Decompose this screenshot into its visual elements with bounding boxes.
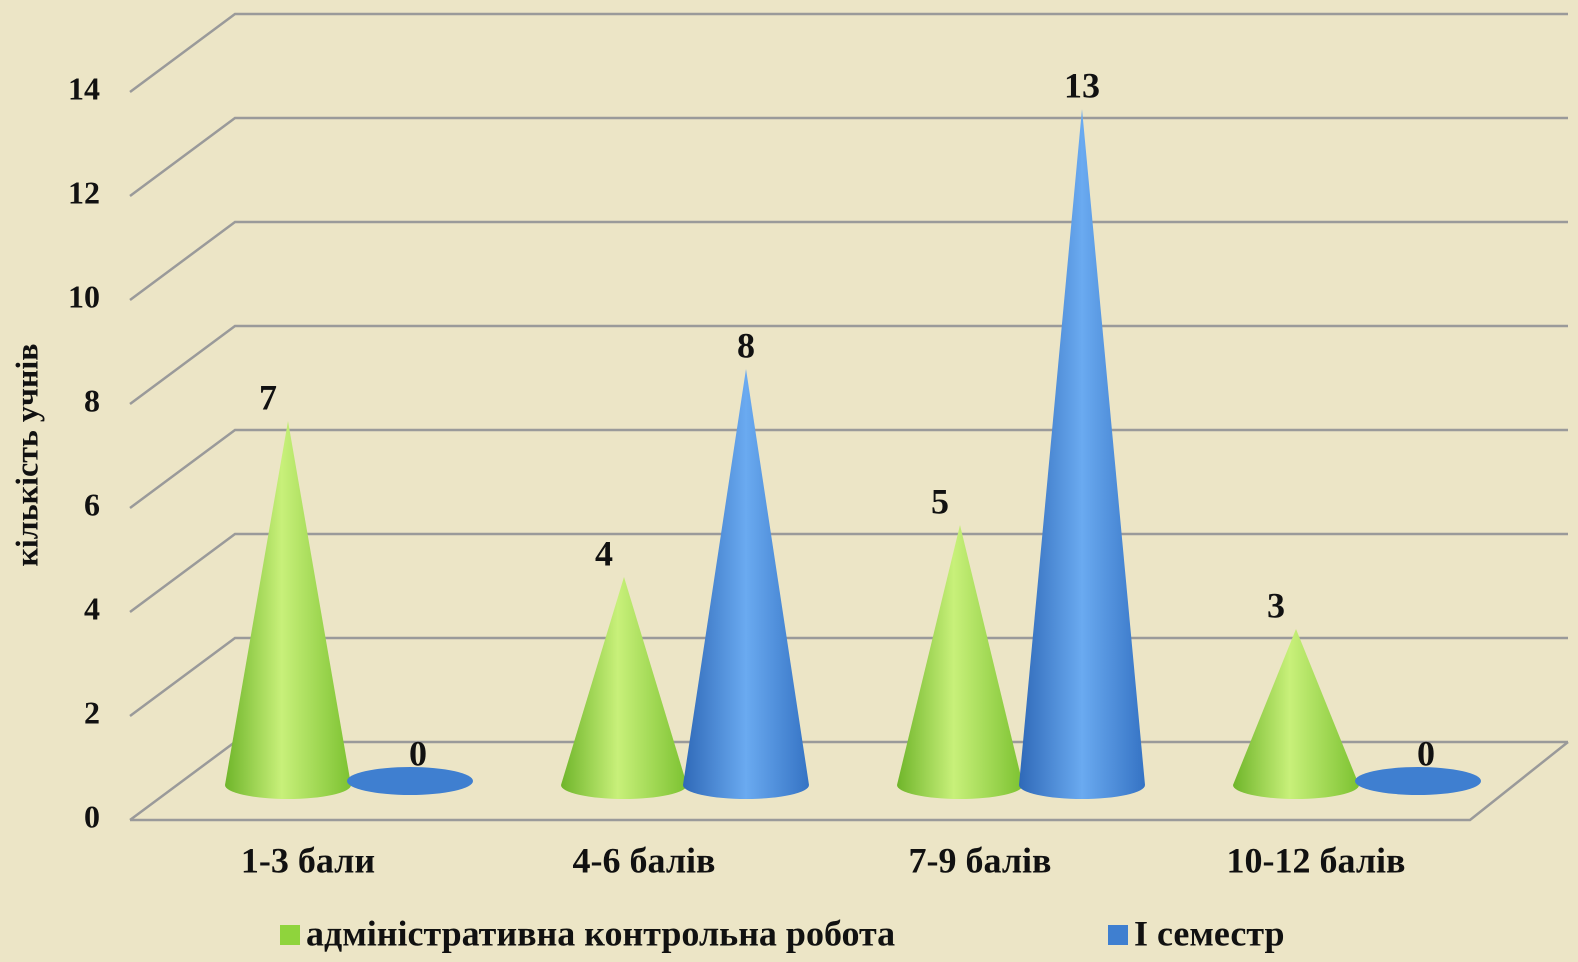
value-label: 13	[1064, 65, 1100, 105]
value-label: 3	[1267, 585, 1285, 625]
cone	[897, 525, 1023, 799]
legend-label: І семестр	[1134, 913, 1284, 953]
grid-line	[129, 428, 1568, 510]
cone	[561, 577, 687, 799]
grid-line	[129, 532, 1568, 614]
y-axis-label: кількість учнів	[8, 343, 44, 566]
y-tick-label: 14	[68, 70, 100, 106]
value-label: 4	[595, 533, 613, 573]
cone	[225, 421, 351, 799]
cone	[1355, 767, 1481, 795]
value-label: 8	[737, 325, 755, 365]
x-tick-label: 10-12 балів	[1227, 840, 1406, 880]
x-tick-label: 1-3 бали	[241, 840, 375, 880]
x-tick-label: 7-9 балів	[909, 840, 1052, 880]
grid-line	[129, 324, 1568, 406]
y-tick-label: 10	[68, 278, 100, 314]
y-tick-label: 6	[84, 486, 100, 522]
cone	[1019, 109, 1145, 799]
grid-line	[129, 116, 1568, 198]
x-tick-label: 4-6 балів	[573, 840, 716, 880]
grid-line	[129, 220, 1568, 302]
value-label: 0	[1417, 733, 1435, 773]
y-tick-label: 0	[84, 798, 100, 834]
legend-label: адміністративна контрольна робота	[306, 913, 895, 953]
legend-swatch	[280, 925, 300, 945]
cone	[347, 767, 473, 795]
y-tick-label: 4	[84, 590, 100, 626]
value-label: 0	[409, 733, 427, 773]
y-tick-label: 8	[84, 382, 100, 418]
floor-edge	[130, 741, 1569, 822]
grid-line	[129, 12, 1568, 94]
cone	[1233, 629, 1359, 799]
y-tick-label: 12	[68, 174, 100, 210]
y-tick-label: 2	[84, 694, 100, 730]
value-label: 7	[259, 377, 277, 417]
cone	[683, 369, 809, 799]
value-label: 5	[931, 481, 949, 521]
legend-swatch	[1108, 925, 1128, 945]
